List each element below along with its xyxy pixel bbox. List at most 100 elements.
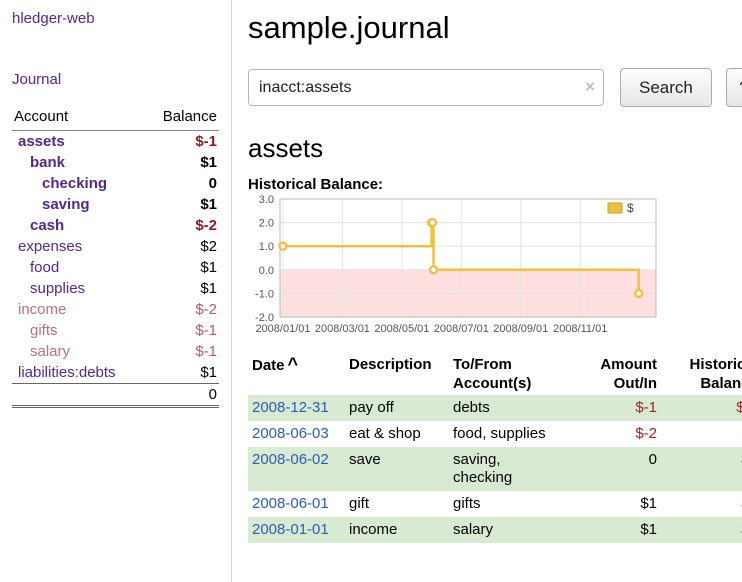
transaction-amount-cell: 0 <box>648 451 657 468</box>
account-row: cash $-2 <box>12 215 219 236</box>
account-link[interactable]: bank <box>30 154 66 171</box>
transaction-date-link[interactable]: 2008-12-31 <box>252 399 329 416</box>
register-row: 2008-06-02 save saving, checking 0$2 <box>248 447 742 491</box>
account-balance: 0 <box>208 175 217 192</box>
register-header-row: Date ^ Description To/From Account(s) Amo… <box>248 353 742 395</box>
accounts-total-value: 0 <box>145 383 219 408</box>
transaction-amount-cell: $1 <box>640 495 657 512</box>
transaction-accounts-cell: debts <box>453 399 490 416</box>
page-title: sample.journal <box>248 10 450 45</box>
transaction-description-cell: eat & shop <box>349 425 421 442</box>
register-row: 2008-06-01 gift gifts $1$2 <box>248 491 742 517</box>
transaction-date-link[interactable]: 2008-01-01 <box>252 521 329 538</box>
transaction-accounts-cell: gifts <box>453 495 481 512</box>
main-content: sample.journal × Search ? assets Histori… <box>232 0 742 582</box>
account-balance: $-1 <box>195 322 217 339</box>
transaction-date-link[interactable]: 2008-06-03 <box>252 425 329 442</box>
chart-title: Historical Balance: <box>248 176 384 193</box>
account-link[interactable]: salary <box>30 343 71 360</box>
search-input[interactable] <box>248 69 604 106</box>
account-balance: $-2 <box>195 217 217 234</box>
transaction-date-link[interactable]: 2008-06-01 <box>252 495 329 512</box>
account-balance: $-1 <box>195 133 217 150</box>
search-button[interactable]: Search <box>620 68 712 107</box>
accounts-header-balance: Balance <box>145 106 219 131</box>
x-tick-label: 2008/11/01 <box>553 323 607 335</box>
account-row: supplies $1 <box>12 278 219 299</box>
account-row: gifts $-1 <box>12 320 219 341</box>
search-row: × Search ? <box>248 68 742 107</box>
account-link[interactable]: cash <box>30 217 65 234</box>
data-point-marker <box>427 217 438 228</box>
column-header-date[interactable]: Date ^ <box>248 353 345 395</box>
transaction-amount-cell: $-2 <box>635 425 657 442</box>
register-table: Date ^ Description To/From Account(s) Amo… <box>248 353 742 543</box>
account-link[interactable]: food <box>30 259 60 276</box>
account-row: assets $-1 <box>12 131 219 153</box>
account-link[interactable]: gifts <box>30 322 58 339</box>
account-link[interactable]: checking <box>42 175 108 192</box>
x-tick-label: 2008/09/01 <box>493 323 548 335</box>
data-point-marker <box>633 288 644 299</box>
sidebar: hledger-web Journal Account Balance asse… <box>0 0 232 582</box>
legend-swatch <box>607 202 623 214</box>
transaction-date-link[interactable]: 2008-06-02 <box>252 451 329 468</box>
column-header-balance[interactable]: Historical Balance <box>689 356 742 392</box>
account-balance: $1 <box>200 280 217 297</box>
account-link[interactable]: income <box>18 301 67 318</box>
app-title-link[interactable]: hledger-web <box>12 10 95 27</box>
help-button[interactable]: ? <box>725 68 742 107</box>
column-header-amount[interactable]: Amount Out/In <box>600 356 657 392</box>
transaction-accounts-cell: saving, checking <box>453 451 513 486</box>
register-row: 2008-01-01 income salary $1$1 <box>248 517 742 543</box>
account-heading: assets <box>248 133 324 163</box>
x-tick-label: 2008/05/01 <box>374 323 429 335</box>
legend-label: $ <box>627 201 634 215</box>
register-row: 2008-06-03 eat & shop food, supplies $-20 <box>248 421 742 447</box>
sidebar-item-journal[interactable]: Journal <box>12 71 62 88</box>
transaction-accounts-cell: salary <box>453 521 494 538</box>
transaction-date-link-cell: 2008-06-03 <box>248 421 345 447</box>
transaction-balance-cell: $1 <box>661 517 742 543</box>
x-tick-label: 2008/01/01 <box>255 323 310 335</box>
accounts-header-row: Account Balance <box>12 106 219 131</box>
column-header-date-label: Date <box>252 357 285 374</box>
transaction-description-cell: gift <box>349 495 370 512</box>
y-tick-label: -2.0 <box>255 312 274 324</box>
column-header-description[interactable]: Description <box>349 356 432 373</box>
transaction-balance-cell: $2 <box>661 491 742 517</box>
account-balance: $1 <box>200 259 217 276</box>
y-tick-label: 2.0 <box>259 218 274 230</box>
account-row: expenses $2 <box>12 236 219 257</box>
transaction-date-link-cell: 2008-01-01 <box>248 517 345 543</box>
account-balance: $2 <box>200 238 217 255</box>
account-balance: $-1 <box>195 343 217 360</box>
y-tick-label: 1.0 <box>259 241 274 253</box>
accounts-header-account: Account <box>12 106 146 131</box>
account-link[interactable]: supplies <box>30 280 86 297</box>
account-balance: $1 <box>200 154 217 171</box>
account-link[interactable]: assets <box>18 133 65 150</box>
account-link[interactable]: liabilities:debts <box>18 364 116 381</box>
account-row: salary $-1 <box>12 341 219 362</box>
account-link[interactable]: saving <box>42 196 90 213</box>
transaction-amount-cell: $-1 <box>635 399 657 416</box>
accounts-total-spacer <box>12 383 146 408</box>
y-tick-label: 0.0 <box>259 265 274 277</box>
transaction-amount-cell: $1 <box>640 521 657 538</box>
transaction-date-link-cell: 2008-06-01 <box>248 491 345 517</box>
account-row: saving $1 <box>12 194 219 215</box>
transaction-date-link-cell: 2008-06-02 <box>248 447 345 491</box>
column-header-accounts[interactable]: To/From Account(s) <box>453 356 532 392</box>
account-balance: $-2 <box>195 301 217 318</box>
transaction-balance-cell: $-1 <box>736 399 742 416</box>
transaction-description-cell: income <box>349 521 398 538</box>
clear-search-icon[interactable]: × <box>585 77 595 96</box>
account-link[interactable]: expenses <box>18 238 83 255</box>
search-box: × <box>248 69 604 106</box>
accounts-table: Account Balance assets $-1 bank $1 checking 0… <box>12 106 219 408</box>
data-point-marker <box>428 265 439 275</box>
transaction-balance-cell: 0 <box>661 421 742 447</box>
